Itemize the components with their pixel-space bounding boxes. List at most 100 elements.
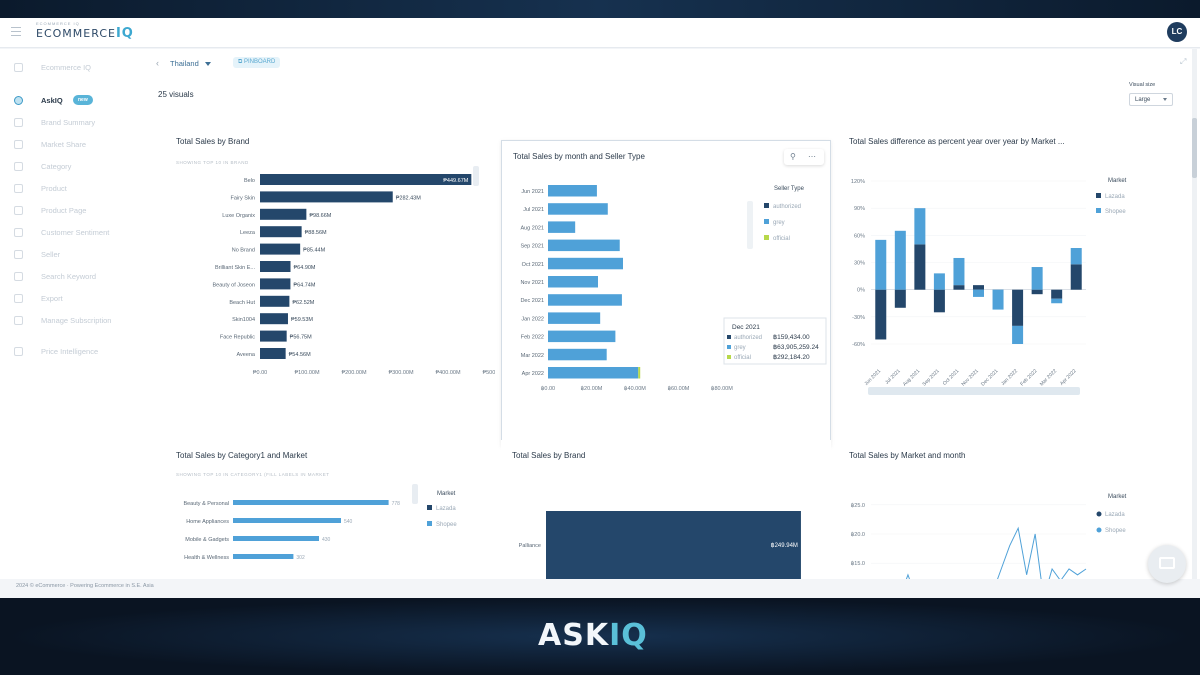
tooltip-name: grey — [734, 345, 746, 351]
card-subtitle: SHOWING TOP 10 IN CATEGORY1 (FILL LABELS… — [176, 472, 330, 477]
country-selector[interactable]: Thailand — [170, 59, 199, 68]
card-sales-by-market-month[interactable]: Total Sales by Market and month ฿25.0 ฿20… — [838, 440, 1193, 590]
sidebar-item[interactable]: Price Intelligence — [0, 343, 143, 361]
sidebar-item-label: Customer Sentiment — [41, 228, 110, 237]
legend-swatch — [1096, 193, 1101, 198]
bar — [260, 261, 291, 272]
legend-swatch — [1096, 511, 1102, 517]
bar — [548, 348, 607, 361]
x-tick-label: Aug 2021 — [902, 368, 922, 388]
legend-swatch — [764, 219, 769, 224]
data-label: ₱62.52M — [292, 300, 314, 306]
sidebar-item[interactable]: Seller — [0, 246, 143, 264]
page-scrollbar[interactable] — [1192, 49, 1197, 584]
chevron-down-icon[interactable] — [1163, 98, 1167, 101]
bar — [260, 348, 286, 359]
sidebar-item[interactable]: AskIQ new — [0, 92, 143, 110]
bar-segment — [1051, 289, 1063, 299]
x-tick-label: ฿80.00M — [711, 385, 733, 392]
category-label: Feb 2022 — [521, 335, 544, 341]
sidebar-item-icon — [14, 272, 23, 281]
user-avatar[interactable]: LC — [1167, 22, 1187, 42]
app-logo[interactable]: ECOMMERCEIQ — [36, 26, 134, 41]
y-tick-label: -60% — [852, 342, 865, 348]
data-label: ₱54.56M — [289, 352, 311, 358]
sidebar-item[interactable]: Customer Sentiment — [0, 224, 143, 242]
data-label: ₱85.44M — [303, 248, 325, 254]
bar-segment — [953, 285, 965, 290]
sidebar-item[interactable]: Category — [0, 158, 143, 176]
more-icon[interactable]: ⋯ — [808, 152, 816, 161]
chevron-down-icon[interactable] — [205, 62, 211, 66]
legend-title: Seller Type — [774, 186, 805, 192]
chat-widget-button[interactable] — [1148, 545, 1186, 583]
top-bar: ECOMMERCE IQ ECOMMERCEIQ LC — [0, 18, 1200, 48]
footer-text: 2024 © eCommerce · Powering Ecommerce in… — [16, 583, 154, 589]
x-tick-label: Oct 2021 — [942, 368, 961, 387]
category-label: Sep 2021 — [520, 244, 544, 250]
category-label: Luxe Organix — [222, 213, 255, 219]
x-tick-label: Feb 2022 — [1019, 368, 1038, 387]
chart-scrollbar — [412, 484, 418, 504]
tooltip-value: ฿159,434.00 — [773, 333, 810, 341]
legend-label: Lazada — [436, 506, 456, 512]
chat-icon — [1159, 557, 1175, 569]
bar — [548, 330, 616, 343]
data-label: ₱449.67M — [443, 178, 468, 184]
legend-label: Lazada — [1105, 194, 1125, 200]
sidebar-item[interactable]: Manage Subscription — [0, 312, 143, 330]
card-yoy-difference[interactable]: Total Sales difference as percent year o… — [838, 126, 1193, 426]
bar — [260, 243, 301, 255]
back-arrow-icon[interactable]: ‹ — [156, 58, 159, 68]
bar — [548, 367, 639, 379]
search-icon[interactable]: ⚲ — [790, 152, 796, 161]
tooltip-swatch — [727, 345, 731, 349]
legend-scrollbar — [747, 201, 753, 249]
legend-label: Shopee — [436, 522, 457, 528]
sidebar-item[interactable]: Export — [0, 290, 143, 308]
category-label: Beauty of Joseon — [212, 282, 255, 288]
menu-icon[interactable] — [11, 27, 21, 37]
card-sales-by-category[interactable]: Total Sales by Category1 and Market SHOW… — [165, 440, 495, 585]
askiq-brand-overlay: ASKIQ — [538, 618, 648, 653]
bar — [260, 278, 291, 290]
data-label: ₱88.56M — [305, 230, 327, 236]
card-sales-by-brand-2[interactable]: Total Sales by Brand Palliance ฿249.94M — [501, 440, 831, 590]
sidebar-item-label: Search Keyword — [41, 272, 97, 281]
y-tick-label: 0% — [857, 288, 865, 294]
card-sales-by-brand[interactable]: Total Sales by Brand SHOWING TOP 10 IN B… — [165, 126, 495, 426]
bar — [546, 511, 801, 590]
category-label: Mobile & Gadgets — [185, 537, 229, 543]
sidebar-item[interactable]: Ecommerce IQ — [0, 59, 143, 77]
bar-segment — [914, 208, 926, 245]
pinboard-button[interactable]: ⧉ PINBOARD — [233, 57, 281, 68]
bar-segment — [1031, 289, 1043, 295]
card-sales-by-month-seller[interactable]: Total Sales by month and Seller Type ⚲ ⋯… — [501, 140, 831, 446]
bar — [548, 257, 623, 270]
scrollbar-thumb[interactable] — [1192, 118, 1197, 178]
visual-size-select[interactable]: Large — [1129, 93, 1173, 106]
sidebar-item[interactable]: Market Share — [0, 136, 143, 154]
x-tick-label: ₱200.00M — [341, 370, 366, 376]
x-tick-label: Apr 2022 — [1059, 368, 1078, 387]
bar-segment — [894, 230, 906, 290]
bar — [260, 208, 307, 220]
legend-swatch — [427, 521, 432, 526]
bar-segment — [933, 289, 945, 313]
x-tick-label: Sep 2021 — [921, 368, 941, 388]
expand-icon[interactable]: ⤢ — [1180, 57, 1187, 66]
bar-segment — [973, 285, 984, 290]
month-seller-bar-chart: Jun 2021 Jul 2021 Aug 2021 Sep 2021 Oct 2021… — [520, 185, 827, 392]
sidebar-item[interactable]: Product Page — [0, 202, 143, 220]
sidebar-item[interactable]: Search Keyword — [0, 268, 143, 286]
sidebar-item-icon — [14, 162, 23, 171]
data-label: ₱64.74M — [293, 282, 315, 288]
bar-segment — [1012, 325, 1024, 344]
pinboard-label: PINBOARD — [243, 59, 276, 65]
sidebar-item[interactable]: Product — [0, 180, 143, 198]
sidebar-item[interactable]: Brand Summary — [0, 114, 143, 132]
bar — [233, 554, 294, 559]
sidebar-item-label: Seller — [41, 250, 61, 259]
category-label: Dec 2021 — [520, 298, 544, 304]
